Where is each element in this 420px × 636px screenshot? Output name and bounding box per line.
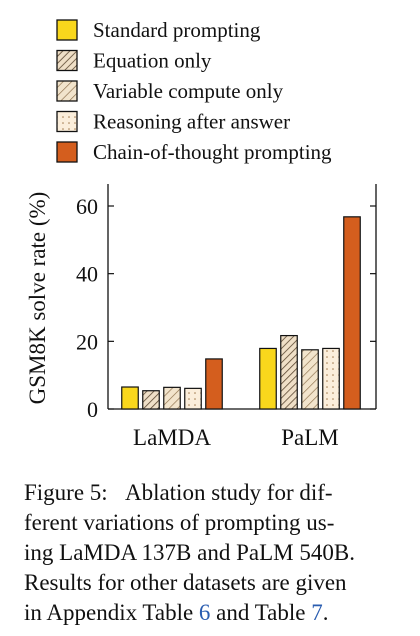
caption-line-4: Results for other datasets are given: [24, 570, 347, 595]
legend-swatch: [56, 80, 78, 102]
y-tick-label: 0: [87, 397, 98, 422]
legend-swatch: [56, 19, 78, 41]
bar: [280, 334, 298, 410]
x-tick-label: PaLM: [281, 425, 339, 450]
caption-line-5-post: .: [322, 600, 329, 625]
legend-label: Standard prompting: [93, 18, 261, 42]
legend: Standard prompting Equation only Variable …: [56, 18, 332, 164]
caption-label: Figure 5:: [24, 480, 108, 505]
bar: [205, 358, 223, 410]
figure-caption: Figure 5: Ablation study for dif- ferent…: [24, 478, 402, 628]
bar: [343, 216, 361, 410]
y-tick-label: 40: [76, 262, 98, 287]
caption-line-3: ing LaMDA 137B and PaLM 540B.: [24, 540, 355, 565]
bar: [259, 347, 277, 410]
y-tick-label: 60: [76, 194, 98, 219]
bar: [301, 349, 319, 410]
x-tick-label: LaMDA: [133, 425, 211, 450]
caption-line-1-text: Ablation study for dif-: [124, 480, 333, 505]
bar: [163, 386, 181, 410]
y-tick-label: 20: [76, 329, 98, 354]
bars: [121, 216, 361, 410]
y-axis-label: GSM8K solve rate (%): [25, 192, 50, 405]
bar: [184, 387, 202, 410]
bar: [121, 386, 139, 410]
legend-label: Equation only: [93, 49, 212, 73]
bar-chart: Standard prompting Equation only Variable …: [25, 18, 377, 450]
table-6-link[interactable]: 6: [198, 600, 211, 625]
caption-line-5-pre: in Appendix Table: [24, 600, 199, 625]
legend-swatch: [56, 141, 78, 163]
legend-label: Chain-of-thought prompting: [93, 140, 332, 164]
caption-line-5-mid: and Table: [210, 600, 312, 625]
legend-label: Reasoning after answer: [93, 110, 290, 134]
axes: 0 20 40 60 GSM8K solve rate (%) LaMDA PaLM: [25, 184, 377, 450]
table-7-link[interactable]: 7: [311, 600, 323, 625]
bar: [322, 347, 340, 410]
caption-line-1: Figure 5: Ablation study for dif-: [24, 478, 402, 508]
caption-line-2: ferent variations of prompting us-: [24, 510, 335, 535]
bar: [142, 390, 160, 410]
legend-label: Variable compute only: [93, 79, 284, 103]
legend-swatch: [56, 49, 78, 72]
caption-line-5: in Appendix Table 6 and Table 7.: [24, 598, 402, 628]
legend-swatch: [56, 110, 78, 133]
